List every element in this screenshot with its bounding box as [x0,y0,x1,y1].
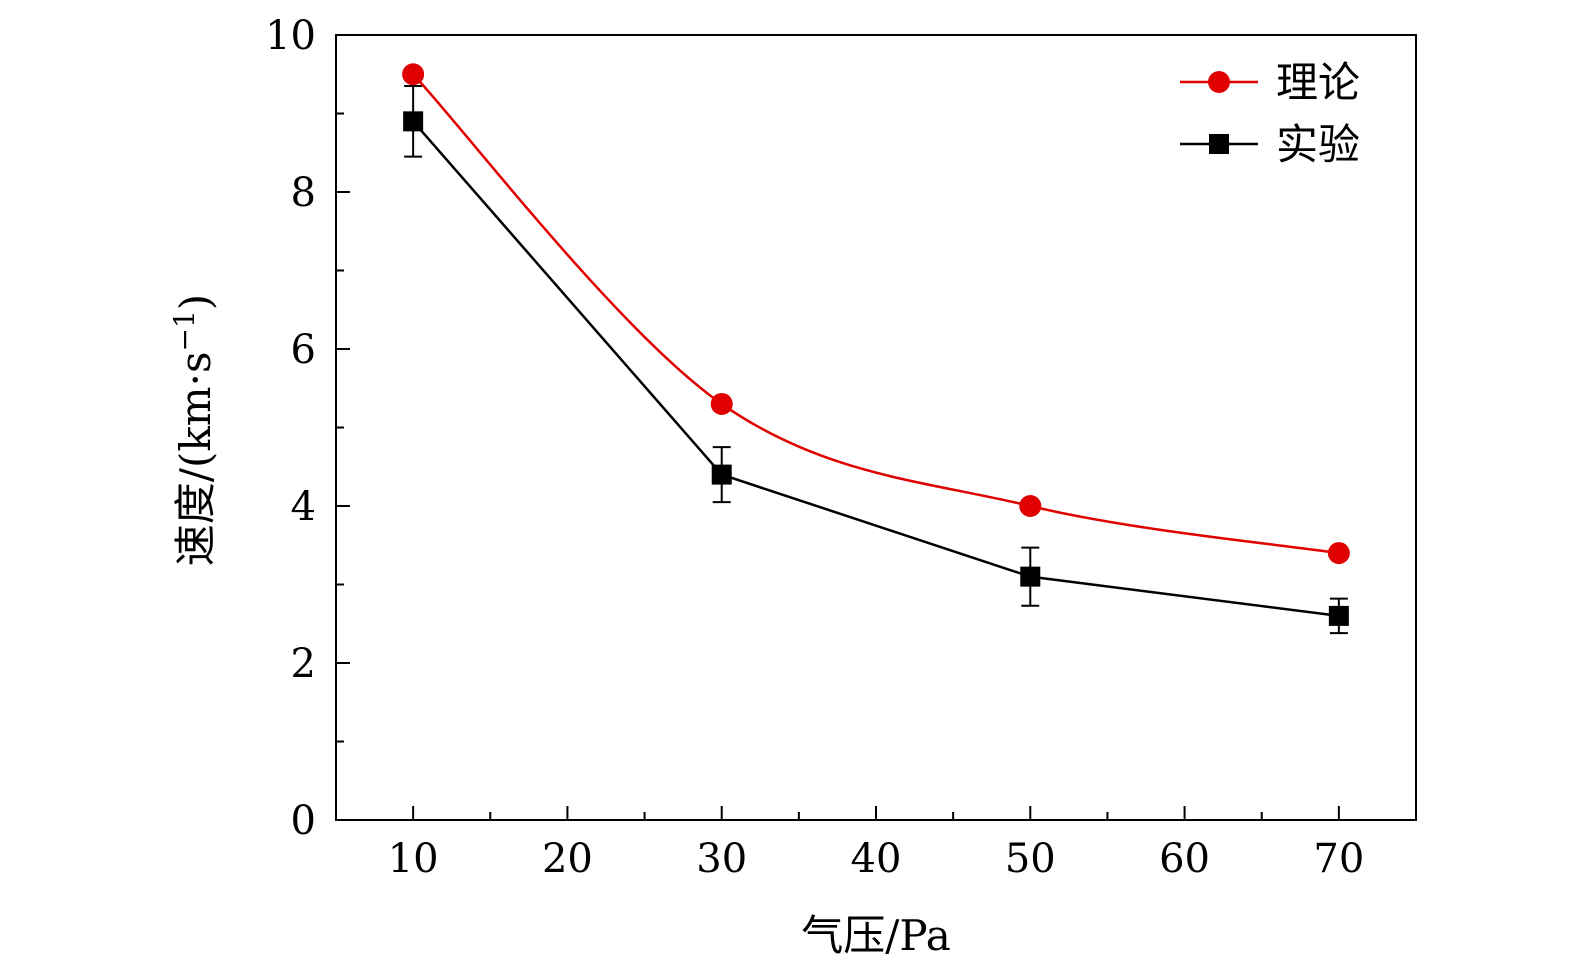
x-axis-label: 气压/Pa [801,911,951,960]
y-tick-label: 6 [291,327,316,373]
data-point-theory [402,63,425,86]
x-tick-label: 20 [542,836,593,882]
y-axis-label-exponent: −1 [168,310,201,351]
x-tick-label: 30 [696,836,747,882]
x-tick-label: 40 [851,836,902,882]
series-layer [402,63,1350,635]
legend-marker-theory [1208,71,1230,93]
plot-frame [335,34,1417,821]
data-point-experiment [1020,566,1041,587]
y-tick-label: 2 [291,641,316,687]
x-tick-label: 10 [388,836,439,882]
x-tick-label: 70 [1313,836,1364,882]
series-line-theory [412,73,1340,555]
data-point-theory [1019,495,1042,517]
legend-marker-experiment [1209,134,1229,154]
y-axis-label-close: ) [171,294,220,310]
legend-label-theory: 理论 [1276,58,1360,107]
data-point-experiment [403,111,424,132]
data-point-theory [710,392,733,415]
y-tick-label: 8 [291,170,316,216]
x-tick-label: 60 [1159,836,1210,882]
y-tick-label: 0 [291,798,316,844]
data-point-experiment [1328,605,1349,626]
y-axis-label-main: 速度/(km·s [171,351,220,566]
axis-ticks: 10 20 30 40 50 60 70 0 2 4 6 8 10 [265,13,1364,882]
series-line-experiment [412,120,1340,618]
y-tick-label: 10 [265,13,316,59]
y-axis-label: 速度/(km·s−1) [168,294,220,566]
x-tick-label: 50 [1005,836,1056,882]
legend-label-experiment: 实验 [1276,120,1360,169]
data-point-experiment [711,464,732,485]
data-point-theory [1327,542,1350,565]
y-tick-label: 4 [291,484,316,530]
